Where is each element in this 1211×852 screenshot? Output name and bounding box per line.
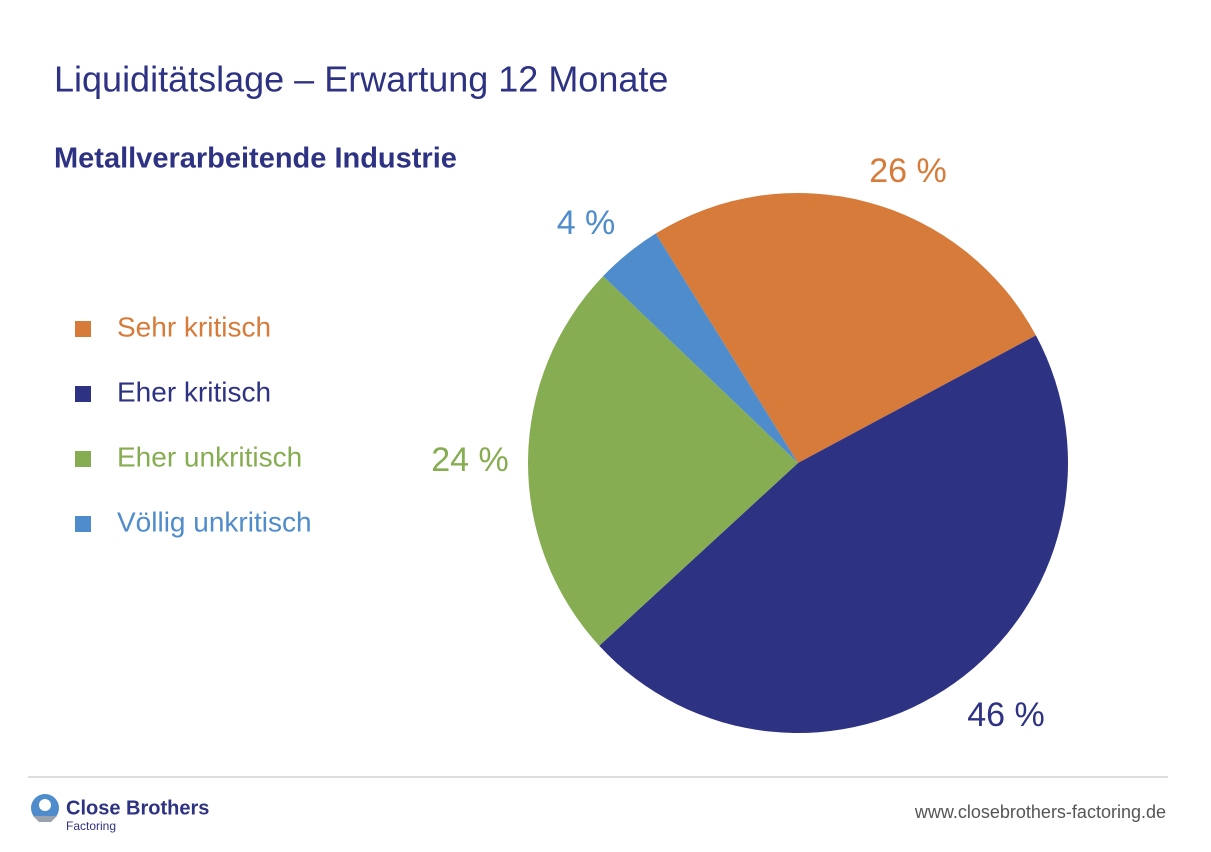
footer-url: www.closebrothers-factoring.de (914, 802, 1166, 822)
legend-label: Eher unkritisch (117, 441, 302, 472)
legend-swatch (75, 516, 91, 532)
pie-slice (599, 335, 1068, 733)
legend-swatch (75, 386, 91, 402)
pie-slice (655, 193, 1036, 464)
pie-slice (528, 276, 798, 646)
legend-label: Eher kritisch (117, 376, 271, 407)
legend-swatch (75, 451, 91, 467)
logo (31, 794, 59, 822)
data-label: 24 % (431, 441, 509, 479)
pie-slice (603, 233, 798, 463)
chart-subtitle: Metallverarbeitende Industrie (54, 143, 457, 175)
data-label: 26 % (869, 152, 947, 190)
brand-name: Close Brothers (66, 797, 209, 819)
chart-title: Liquiditätslage – Erwartung 12 Monate (54, 59, 668, 100)
data-label: 46 % (967, 696, 1045, 734)
legend-label: Völlig unkritisch (117, 506, 312, 537)
data-label: 4 % (557, 204, 616, 242)
brand-sub: Factoring (66, 819, 116, 833)
legend-swatch (75, 321, 91, 337)
legend-label: Sehr kritisch (117, 311, 271, 342)
